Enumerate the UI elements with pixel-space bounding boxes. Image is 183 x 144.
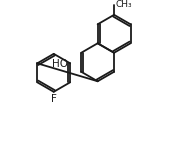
Text: F: F [51, 94, 57, 104]
Text: CH₃: CH₃ [115, 0, 132, 9]
Text: HO: HO [52, 59, 68, 69]
